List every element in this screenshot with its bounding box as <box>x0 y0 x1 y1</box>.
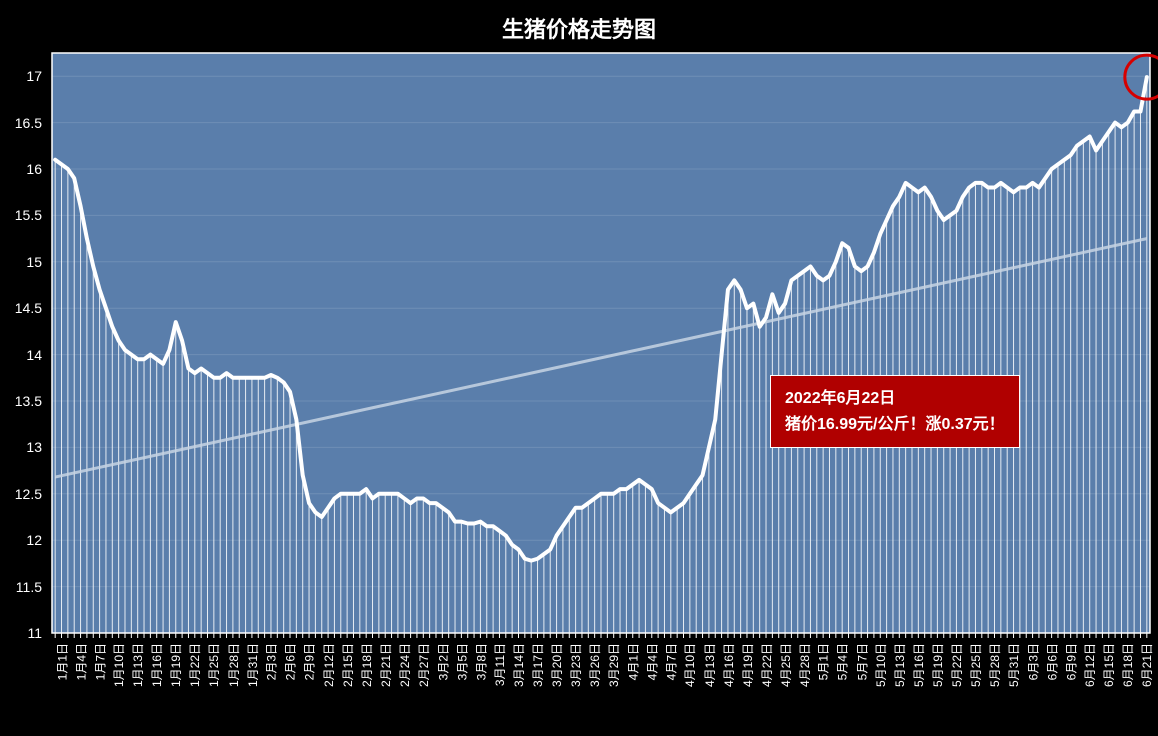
x-tick-label: 6月18日 <box>1119 643 1136 687</box>
x-tick-label: 5月28日 <box>986 643 1003 687</box>
chart-container: 11 11.5 12 12.5 13 13.5 14 14.5 15 15.5 16 16.5 17 1… <box>0 0 1158 736</box>
x-tick-label: 5月4日 <box>834 643 851 680</box>
y-tick-label: 13.5 <box>0 393 42 409</box>
y-tick-label: 17 <box>0 68 42 84</box>
x-tick-label: 1月31日 <box>244 643 261 687</box>
x-tick-label: 4月7日 <box>662 643 679 680</box>
x-tick-label: 5月16日 <box>910 643 927 687</box>
chart-title-text: 生猪价格走势图 <box>502 17 656 42</box>
y-tick-label: 16 <box>0 161 42 177</box>
x-tick-label: 2月9日 <box>301 643 318 680</box>
x-tick-label: 1月19日 <box>167 643 184 687</box>
y-tick-label: 14 <box>0 347 42 363</box>
x-tick-label: 2月21日 <box>377 643 394 687</box>
x-tick-label: 4月25日 <box>777 643 794 687</box>
x-tick-label: 4月28日 <box>796 643 813 687</box>
x-tick-label: 5月25日 <box>967 643 984 687</box>
x-tick-label: 3月17日 <box>529 643 546 687</box>
x-tick-label: 6月9日 <box>1062 643 1079 680</box>
x-tick-label: 1月10日 <box>110 643 127 687</box>
x-tick-label: 2月27日 <box>415 643 432 687</box>
y-tick-label: 15.5 <box>0 207 42 223</box>
y-tick-label: 11 <box>0 625 42 641</box>
x-tick-label: 3月2日 <box>434 643 451 680</box>
chart-title: 生猪价格走势图 <box>488 8 670 48</box>
x-tick-label: 4月19日 <box>739 643 756 687</box>
x-tick-label: 1月16日 <box>148 643 165 687</box>
x-tick-label: 1月4日 <box>72 643 89 680</box>
x-tick-label: 3月11日 <box>491 643 508 686</box>
x-tick-label: 5月22日 <box>948 643 965 687</box>
y-tick-label: 14.5 <box>0 300 42 316</box>
x-tick-label: 1月13日 <box>129 643 146 687</box>
y-tick-label: 12 <box>0 532 42 548</box>
x-tick-label: 3月14日 <box>510 643 527 687</box>
x-tick-label: 4月16日 <box>720 643 737 687</box>
x-tick-label: 2月18日 <box>358 643 375 687</box>
x-tick-label: 2月24日 <box>396 643 413 687</box>
x-tick-label: 5月1日 <box>815 643 832 680</box>
x-tick-label: 6月12日 <box>1081 643 1098 687</box>
x-tick-label: 4月13日 <box>701 643 718 687</box>
y-tick-label: 16.5 <box>0 115 42 131</box>
x-tick-label: 6月6日 <box>1043 643 1060 680</box>
x-tick-label: 3月20日 <box>548 643 565 687</box>
y-tick-label: 13 <box>0 439 42 455</box>
x-tick-label: 2月15日 <box>339 643 356 687</box>
x-tick-label: 3月5日 <box>453 643 470 680</box>
callout-price: 猪价16.99元/公斤！涨0.37元！ <box>785 412 1005 438</box>
y-tick-label: 12.5 <box>0 486 42 502</box>
x-tick-label: 5月19日 <box>929 643 946 687</box>
x-tick-label: 4月1日 <box>624 643 641 680</box>
x-tick-label: 3月26日 <box>586 643 603 687</box>
y-tick-label: 11.5 <box>0 579 42 595</box>
x-tick-label: 6月21日 <box>1138 643 1155 687</box>
x-tick-label: 1月1日 <box>53 643 70 680</box>
x-tick-label: 5月10日 <box>872 643 889 687</box>
x-tick-label: 2月3日 <box>263 643 280 680</box>
x-tick-label: 4月22日 <box>758 643 775 687</box>
x-tick-label: 4月4日 <box>643 643 660 680</box>
x-tick-label: 5月31日 <box>1005 643 1022 687</box>
x-tick-label: 1月22日 <box>186 643 203 687</box>
price-callout: 2022年6月22日 猪价16.99元/公斤！涨0.37元！ <box>770 375 1020 448</box>
callout-date: 2022年6月22日 <box>785 386 1005 412</box>
x-tick-label: 1月7日 <box>91 643 108 680</box>
x-tick-label: 2月12日 <box>320 643 337 687</box>
x-tick-label: 2月6日 <box>282 643 299 680</box>
x-tick-label: 1月25日 <box>205 643 222 687</box>
x-tick-label: 3月8日 <box>472 643 489 680</box>
x-tick-label: 3月23日 <box>567 643 584 687</box>
x-tick-label: 5月13日 <box>891 643 908 687</box>
x-tick-label: 3月29日 <box>605 643 622 687</box>
x-tick-label: 6月15日 <box>1100 643 1117 687</box>
x-tick-label: 4月10日 <box>682 643 699 687</box>
y-tick-label: 15 <box>0 254 42 270</box>
x-tick-label: 5月7日 <box>853 643 870 680</box>
chart-svg <box>0 0 1158 736</box>
x-tick-label: 1月28日 <box>225 643 242 687</box>
x-tick-label: 6月3日 <box>1024 643 1041 680</box>
